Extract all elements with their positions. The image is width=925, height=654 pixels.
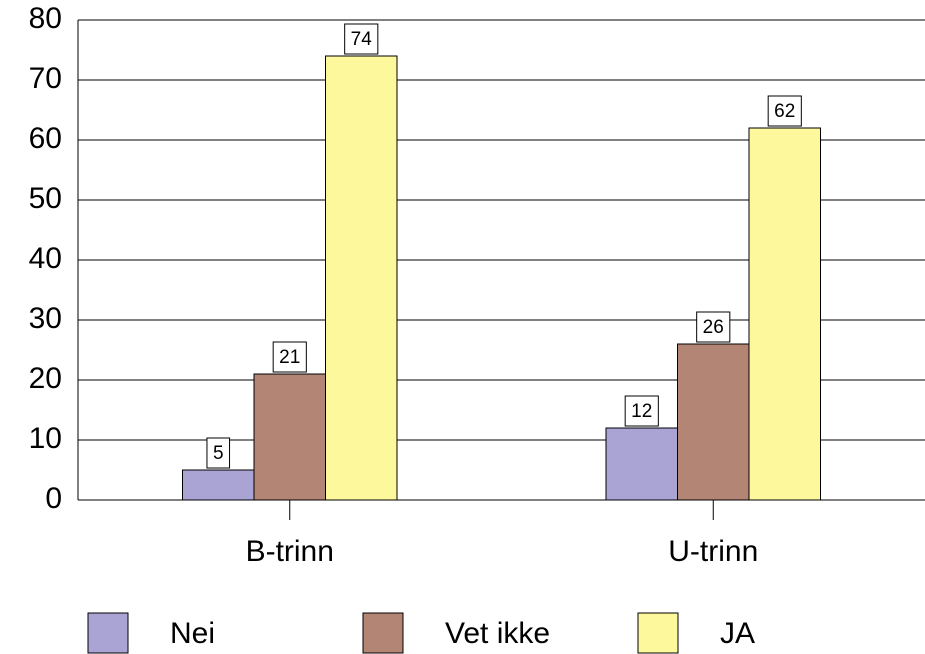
value-label-box <box>272 341 307 373</box>
x-tick-label: B-trinn <box>246 535 334 568</box>
bar <box>605 427 678 501</box>
legend-swatch <box>362 612 404 654</box>
value-label: 26 <box>703 317 724 338</box>
bar <box>748 127 821 501</box>
legend-label: JA <box>720 617 755 650</box>
value-label-box <box>344 23 379 55</box>
legend-label: Vet ikke <box>445 617 550 650</box>
value-label: 62 <box>774 101 795 122</box>
y-tick-label: 60 <box>29 122 62 155</box>
bar <box>325 55 398 501</box>
bar <box>253 373 326 501</box>
legend-label: Nei <box>170 617 215 650</box>
y-tick-label: 50 <box>29 182 62 215</box>
y-tick-label: 30 <box>29 302 62 335</box>
y-tick-label: 40 <box>29 242 62 275</box>
y-tick-label: 70 <box>29 62 62 95</box>
y-tick-label: 20 <box>29 362 62 395</box>
x-tick-label: U-trinn <box>668 535 758 568</box>
bar <box>182 469 255 501</box>
y-tick-label: 80 <box>29 2 62 35</box>
y-tick-label: 0 <box>45 482 62 515</box>
value-label: 21 <box>279 347 300 368</box>
y-tick-label: 10 <box>29 422 62 455</box>
value-label-box <box>624 395 659 427</box>
bar <box>677 343 750 501</box>
legend-swatch <box>87 612 129 654</box>
value-label: 12 <box>631 401 652 422</box>
legend-swatch <box>637 612 679 654</box>
value-label-box <box>206 437 231 469</box>
value-label: 5 <box>213 443 224 464</box>
value-label-box <box>696 311 731 343</box>
value-label-box <box>767 95 802 127</box>
value-label: 74 <box>351 29 373 50</box>
